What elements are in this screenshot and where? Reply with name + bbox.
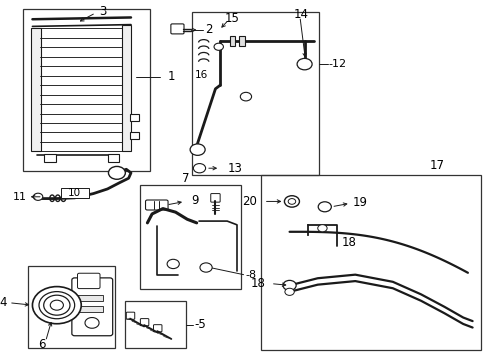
Bar [23, 9, 149, 171]
Bar [239, 36, 244, 46]
Circle shape [193, 163, 205, 173]
Text: 18: 18 [342, 236, 356, 249]
Circle shape [317, 225, 326, 232]
Bar [61, 188, 88, 198]
Bar [31, 28, 41, 152]
Bar [122, 24, 131, 152]
Bar [107, 154, 119, 162]
Text: 9: 9 [191, 194, 198, 207]
Bar [140, 185, 241, 289]
Circle shape [283, 280, 296, 291]
FancyBboxPatch shape [153, 325, 162, 332]
Bar [77, 295, 102, 301]
FancyBboxPatch shape [145, 200, 168, 210]
Text: -8: -8 [244, 270, 256, 280]
Text: 4: 4 [0, 296, 7, 309]
Text: 15: 15 [224, 12, 239, 25]
Text: 7: 7 [182, 172, 189, 185]
FancyBboxPatch shape [72, 278, 112, 336]
Circle shape [240, 92, 251, 101]
Bar [77, 306, 102, 312]
Bar [229, 36, 235, 46]
Text: 14: 14 [293, 9, 308, 22]
Bar [129, 114, 139, 121]
Text: 11: 11 [13, 192, 27, 202]
FancyBboxPatch shape [126, 312, 135, 319]
Text: 13: 13 [227, 162, 242, 175]
Circle shape [50, 300, 63, 310]
Circle shape [39, 292, 75, 319]
Bar [28, 266, 114, 348]
Circle shape [43, 295, 70, 315]
Bar [192, 12, 318, 175]
Text: -5: -5 [194, 318, 206, 331]
Text: 17: 17 [429, 159, 444, 172]
Text: 6: 6 [38, 338, 45, 351]
Bar [125, 301, 186, 348]
Text: 3: 3 [99, 5, 106, 18]
Circle shape [284, 196, 299, 207]
Circle shape [167, 259, 179, 269]
FancyBboxPatch shape [170, 24, 183, 34]
FancyBboxPatch shape [140, 319, 148, 326]
Text: -12: -12 [327, 59, 346, 69]
Circle shape [33, 193, 42, 201]
Text: 16: 16 [194, 69, 207, 80]
Text: 20: 20 [242, 195, 256, 208]
FancyBboxPatch shape [210, 194, 220, 202]
Text: 10: 10 [68, 188, 81, 198]
Text: 1: 1 [167, 70, 175, 83]
Circle shape [297, 58, 311, 70]
Circle shape [190, 144, 204, 156]
Circle shape [32, 287, 81, 324]
Circle shape [214, 43, 223, 50]
Text: 18: 18 [250, 277, 264, 290]
Bar [44, 154, 56, 162]
Bar [261, 175, 480, 350]
Text: 2: 2 [204, 23, 212, 36]
Circle shape [287, 199, 295, 204]
Circle shape [200, 263, 212, 272]
Text: 19: 19 [352, 195, 367, 209]
Bar [129, 132, 139, 139]
FancyBboxPatch shape [77, 273, 100, 289]
Circle shape [108, 166, 125, 179]
Circle shape [285, 288, 294, 296]
Circle shape [318, 202, 331, 212]
